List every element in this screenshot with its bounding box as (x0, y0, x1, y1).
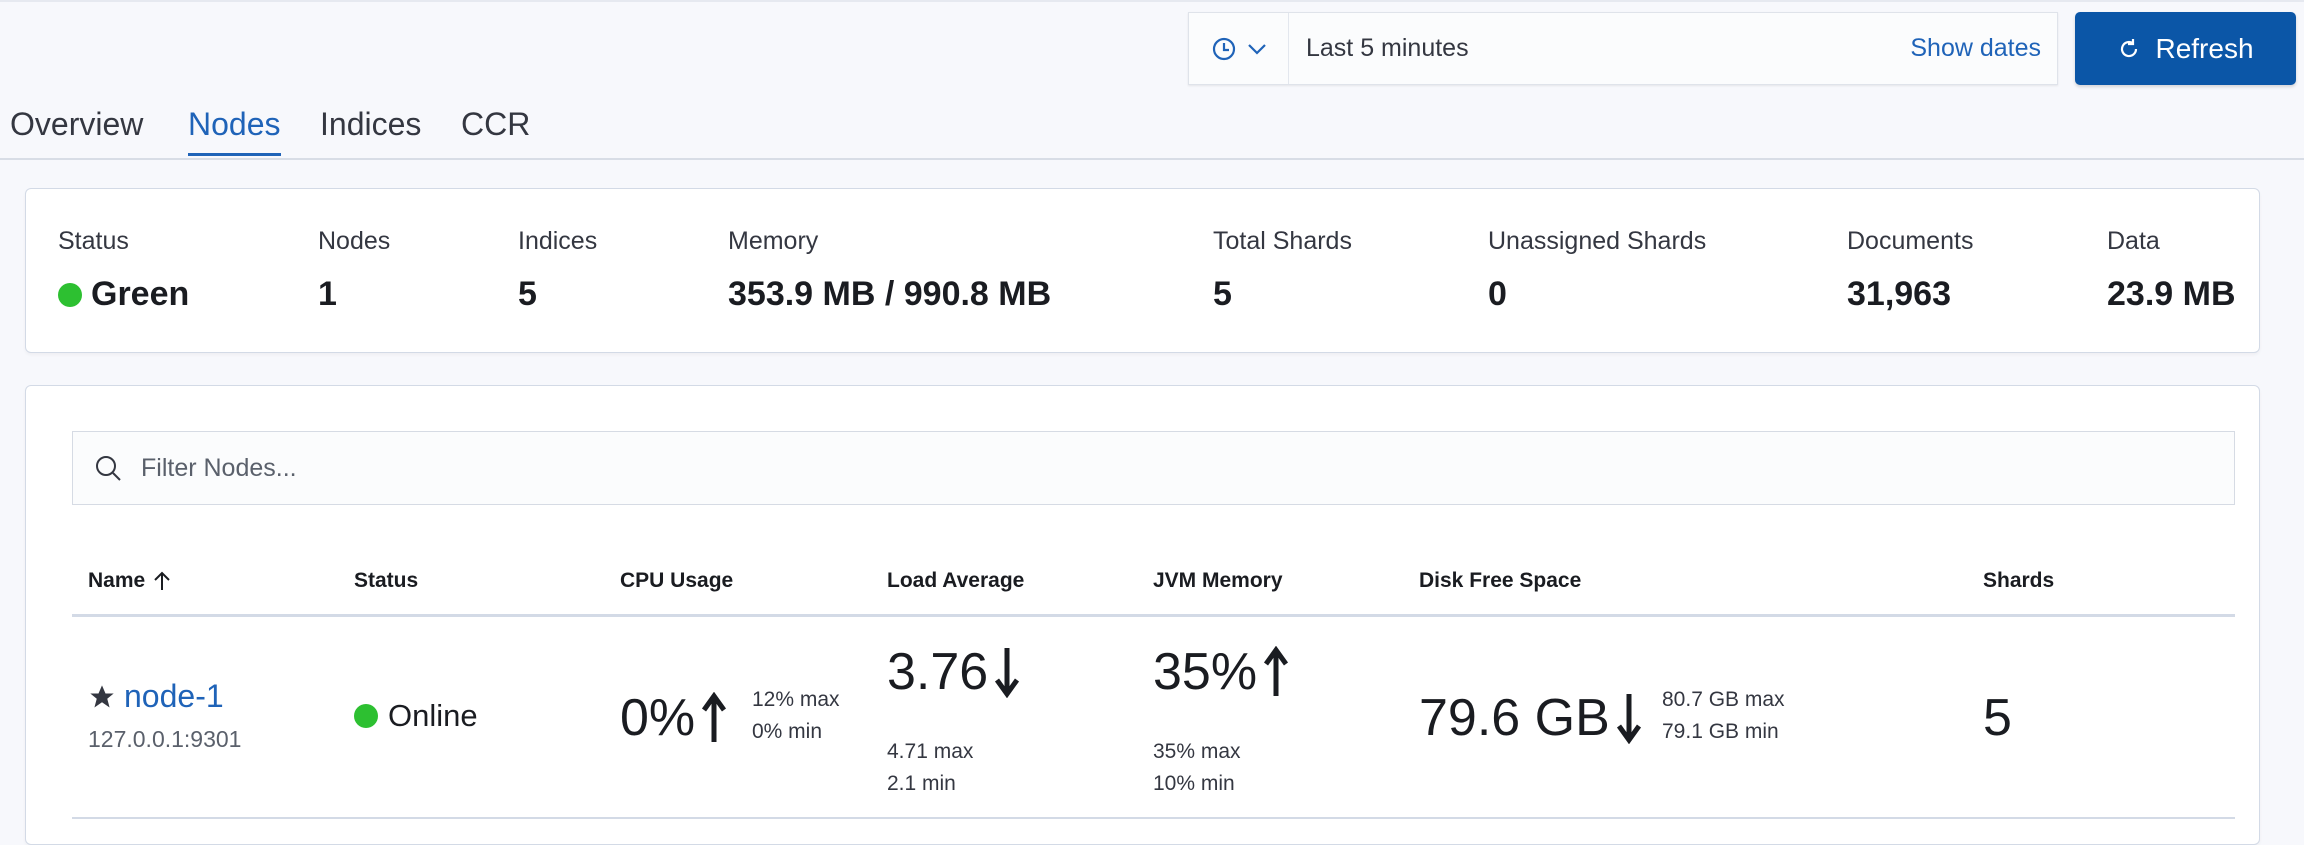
shards-value: 5 (1983, 689, 2012, 747)
header-divider (72, 614, 2235, 617)
cpu-value-text: 0% (620, 689, 696, 747)
tab-nodes[interactable]: Nodes (188, 106, 281, 156)
status-label: Status (58, 227, 129, 255)
disk-max: 80.7 GB max (1662, 688, 1785, 711)
memory-value: 353.9 MB / 990.8 MB (728, 275, 1052, 313)
summary-indices: Indices 5 (518, 227, 597, 314)
load-max: 4.71 max (887, 740, 974, 763)
online-dot (354, 704, 378, 728)
show-dates-link[interactable]: Show dates (1910, 34, 2041, 62)
jvm-value-text: 35% (1153, 643, 1258, 701)
clock-icon (1212, 37, 1235, 60)
status-value: Green (91, 275, 190, 313)
data-value: 23.9 MB (2107, 275, 2236, 313)
summary-nodes: Nodes 1 (318, 227, 390, 314)
column-header-load[interactable]: Load Average (887, 569, 1025, 592)
quick-select-button[interactable] (1189, 13, 1289, 84)
arrow-down-icon (995, 648, 1020, 698)
search-icon (96, 456, 121, 481)
disk-value: 79.6 GB (1419, 688, 1642, 748)
documents-value: 31,963 (1847, 275, 1951, 313)
status-green-dot (58, 282, 82, 307)
summary-status: Status Green (58, 227, 189, 314)
tab-ccr[interactable]: CCR (461, 106, 531, 142)
nodes-label: Nodes (318, 227, 391, 255)
arrow-up-icon (1264, 646, 1289, 696)
arrow-up-icon (702, 692, 727, 742)
jvm-min: 10% min (1153, 772, 1235, 795)
column-header-shards[interactable]: Shards (1983, 569, 2055, 592)
load-value-text: 3.76 (887, 643, 989, 701)
row-divider (72, 817, 2235, 819)
disk-value-text: 79.6 GB (1419, 689, 1610, 747)
filter-nodes-input[interactable]: Filter Nodes... (72, 431, 2235, 505)
nodes-table-panel: Filter Nodes... Name Status CPU Usage Lo… (25, 385, 2260, 845)
cpu-value: 0% (620, 688, 727, 748)
chevron-down-icon (1247, 43, 1266, 55)
indices-value: 5 (518, 275, 537, 313)
column-header-name[interactable]: Name (88, 569, 171, 593)
date-picker: Last 5 minutes Show dates (1188, 12, 2058, 85)
column-header-disk[interactable]: Disk Free Space (1419, 569, 1582, 592)
refresh-icon (2121, 38, 2138, 57)
node-status: Online (354, 698, 478, 734)
indices-label: Indices (518, 227, 598, 255)
summary-data: Data 23.9 MB (2107, 227, 2236, 314)
disk-minmax: 80.7 GB max 79.1 GB min (1662, 684, 1785, 748)
tab-bar: Overview Nodes Indices CCR (0, 100, 2304, 160)
node-name-link[interactable]: node-1 (124, 678, 224, 714)
star-icon (90, 684, 114, 707)
summary-total-shards: Total Shards 5 (1213, 227, 1352, 314)
column-header-cpu[interactable]: CPU Usage (620, 569, 734, 592)
node-address: 127.0.0.1:9301 (88, 726, 242, 752)
sort-ascending-icon (154, 571, 170, 590)
unassigned-shards-value: 0 (1488, 275, 1507, 313)
disk-min: 79.1 GB min (1662, 720, 1779, 743)
load-minmax: 4.71 max 2.1 min (887, 736, 973, 800)
summary-unassigned-shards: Unassigned Shards 0 (1488, 227, 1706, 314)
node-name-cell: node-1 (88, 678, 224, 715)
tab-overview[interactable]: Overview (10, 106, 144, 142)
memory-label: Memory (728, 227, 819, 255)
name-header-label: Name (88, 569, 146, 592)
nodes-value: 1 (318, 275, 337, 313)
column-header-status[interactable]: Status (354, 569, 419, 592)
tab-indices[interactable]: Indices (320, 106, 422, 142)
jvm-minmax: 35% max 10% min (1153, 736, 1241, 800)
total-shards-label: Total Shards (1213, 227, 1352, 255)
status-text: Online (388, 698, 478, 733)
filter-placeholder: Filter Nodes... (141, 453, 297, 482)
unassigned-shards-label: Unassigned Shards (1488, 227, 1707, 255)
total-shards-value: 5 (1213, 275, 1232, 313)
arrow-down-icon (1616, 694, 1641, 744)
cpu-minmax: 12% max 0% min (752, 684, 840, 748)
jvm-value: 35% (1153, 642, 1289, 702)
refresh-button[interactable]: Refresh (2075, 12, 2296, 85)
load-value: 3.76 (887, 642, 1020, 702)
time-range[interactable]: Last 5 minutes (1306, 34, 1469, 62)
summary-memory: Memory 353.9 MB / 990.8 MB (728, 227, 1051, 314)
summary-documents: Documents 31,963 (1847, 227, 1973, 314)
top-divider (0, 0, 2304, 2)
data-label: Data (2107, 227, 2160, 255)
column-header-jvm[interactable]: JVM Memory (1153, 569, 1283, 592)
cpu-min: 0% min (752, 720, 823, 743)
documents-label: Documents (1847, 227, 1974, 255)
cpu-max: 12% max (752, 688, 840, 711)
load-min: 2.1 min (887, 772, 956, 795)
refresh-label: Refresh (2155, 32, 2254, 64)
jvm-max: 35% max (1153, 740, 1241, 763)
cluster-summary: Status Green Nodes 1 Indices 5 Memory 35… (25, 188, 2260, 353)
